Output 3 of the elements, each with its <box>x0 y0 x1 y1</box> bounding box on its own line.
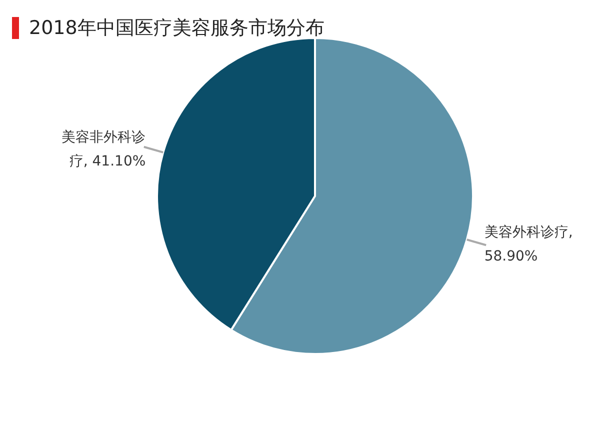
chart-title: 2018年中国医疗美容服务市场分布 <box>29 16 324 41</box>
slice-label: 美容非外科诊疗, 41.10% <box>62 130 146 170</box>
slice-label: 美容外科诊疗, 58.90% <box>484 224 573 264</box>
